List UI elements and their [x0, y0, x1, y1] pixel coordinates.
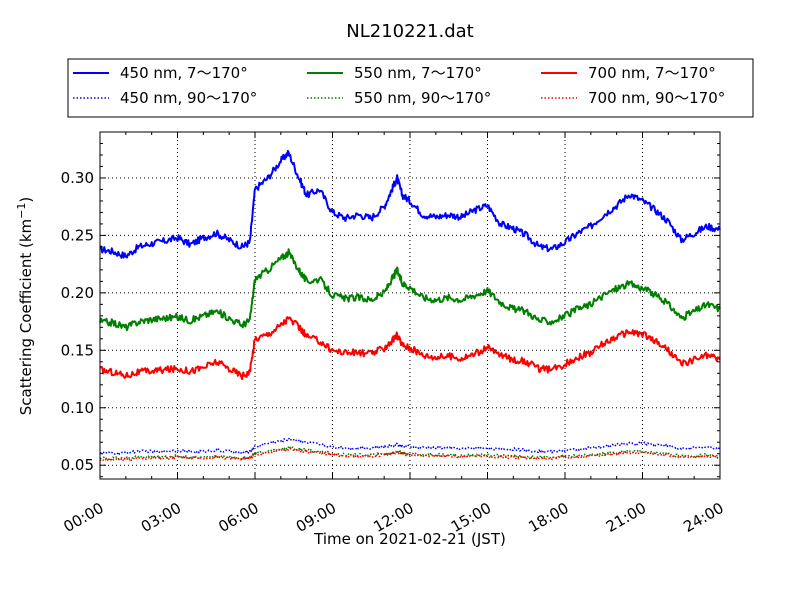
y-tick-label: 0.15 — [61, 341, 94, 359]
series-line-1 — [100, 149, 721, 259]
legend: 450 nm, 7～170° 550 nm, 7～170° 700 nm, 7～17… — [67, 58, 754, 118]
series-line-3 — [99, 248, 721, 332]
series-line-5 — [99, 316, 721, 380]
x-tick-label: 18:00 — [525, 499, 571, 536]
legend-box — [67, 58, 754, 118]
series-group — [99, 149, 721, 462]
x-tick-label: 21:00 — [603, 499, 649, 536]
x-tick-label: 24:00 — [680, 499, 726, 536]
y-axis-label-close: ) — [17, 197, 35, 203]
legend-label-6: 700 nm, 90～170° — [588, 89, 725, 107]
series-line-4 — [99, 446, 721, 461]
grid — [100, 132, 720, 479]
chart-title: NL210221.dat — [346, 21, 473, 42]
x-axis-label: Time on 2021-02-21 (JST) — [313, 530, 506, 548]
x-tick-label: 03:00 — [138, 499, 184, 536]
y-tick-label: 0.20 — [61, 284, 94, 302]
x-tick-label: 00:00 — [60, 499, 106, 536]
y-axis-label: Scattering Coefficient (km−1) — [15, 197, 35, 416]
y-tick-label: 0.25 — [61, 226, 94, 244]
y-axis-label-text: Scattering Coefficient (km — [17, 219, 35, 415]
legend-label-3: 550 nm, 7～170° — [354, 64, 482, 82]
legend-label-2: 450 nm, 90～170° — [120, 89, 257, 107]
series-line-6 — [99, 447, 721, 462]
y-axis-label-exponent: −1 — [15, 203, 28, 219]
ticks — [99, 131, 721, 479]
y-tick-label: 0.30 — [61, 169, 94, 187]
legend-label-1: 450 nm, 7～170° — [120, 64, 248, 82]
plot-area: 00:00 03:00 06:00 09:00 12:00 15:00 18:00 21:00… — [60, 131, 727, 536]
legend-label-5: 700 nm, 7～170° — [588, 64, 716, 82]
legend-label-4: 550 nm, 90～170° — [354, 89, 491, 107]
y-tick-labels: 0.05 0.10 0.15 0.20 0.25 0.30 — [61, 169, 94, 474]
y-tick-label: 0.05 — [61, 456, 94, 474]
y-tick-label: 0.10 — [61, 399, 94, 417]
x-tick-label: 06:00 — [215, 499, 261, 536]
series-line-2 — [99, 437, 721, 456]
